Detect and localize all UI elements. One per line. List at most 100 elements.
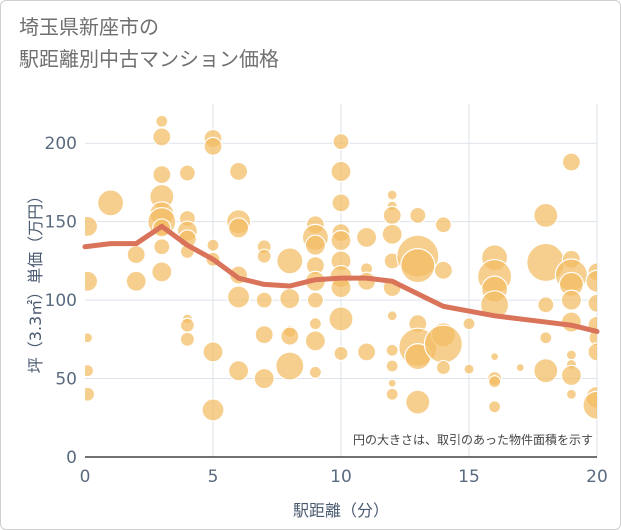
x-tick-label: 10 (330, 467, 352, 487)
bubble-point (561, 152, 582, 172)
bubble-point (256, 248, 272, 264)
bubble-point (153, 238, 171, 256)
y-tick-label: 100 (45, 291, 77, 311)
bubble-point (387, 378, 397, 388)
bubble-point (330, 160, 352, 183)
bubble-point (400, 247, 436, 284)
bubble-point (328, 306, 354, 332)
bubble-point (152, 165, 172, 185)
bubble-point (582, 390, 597, 420)
bubble-point (279, 287, 301, 310)
bubble-point (275, 351, 305, 381)
x-tick-label: 20 (586, 467, 608, 487)
bubble-point (537, 296, 555, 314)
bubble-point (179, 331, 195, 347)
y-axis-title: 坪（3.3㎡）単価（万円） (26, 188, 45, 373)
bubble-point (587, 293, 597, 313)
bubble-point (308, 365, 322, 379)
line-layer (82, 223, 600, 334)
bubble-point (203, 136, 223, 156)
bubble-point (151, 261, 173, 283)
bubble-point (381, 223, 403, 245)
x-tick-label: 0 (80, 467, 91, 487)
bubble-point (227, 285, 251, 309)
bubble-point (539, 331, 553, 345)
chart-title: 埼玉県新座市の 駅距離別中古マンション価格 (19, 15, 279, 71)
bubble-point (306, 291, 324, 309)
bubble-point (155, 114, 169, 128)
bubble-point (587, 342, 597, 362)
bubble-point (565, 349, 578, 361)
bubble-point (385, 359, 399, 373)
bubble-point (85, 215, 99, 237)
bubble-point (405, 389, 431, 415)
bubble-point (126, 245, 146, 265)
average-price-line (82, 223, 600, 334)
bubble-point (85, 386, 96, 402)
bubble-point (480, 290, 510, 320)
bubble-point (385, 387, 399, 401)
bubble-layer (85, 114, 597, 422)
bubble-point (423, 324, 463, 364)
x-axis-title: 駅距離（分） (293, 501, 389, 520)
bubble-point (201, 398, 225, 422)
bubble-point (333, 345, 349, 362)
bubble-point (255, 291, 273, 309)
tick-layer: 0 50 100 150 200 0 5 10 15 20 (45, 134, 608, 487)
y-tick-label: 200 (45, 134, 77, 154)
bubble-point (228, 217, 250, 239)
bubble-point (253, 367, 275, 390)
bubble-point (382, 205, 402, 225)
x-tick-label: 15 (458, 467, 480, 487)
bubble-point (488, 375, 502, 389)
bubble-point (435, 359, 451, 376)
bubble-point (585, 269, 597, 293)
bubble-point (179, 317, 195, 333)
bubble-point (385, 343, 399, 357)
bubble-point (356, 226, 378, 248)
y-tick-label: 150 (45, 213, 77, 233)
bubble-point (254, 325, 274, 345)
bubble-point (228, 360, 250, 382)
bubble-point (588, 329, 597, 347)
y-tick-label: 50 (55, 370, 77, 390)
bubble-point (490, 351, 500, 362)
bubble-point (357, 342, 377, 362)
bubble-point (560, 364, 583, 387)
bubble-point (488, 400, 502, 414)
bubble-point (85, 270, 99, 292)
bubble-point (85, 364, 95, 378)
bubble-point (96, 189, 125, 217)
bubble-point (125, 270, 147, 292)
bubble-point (386, 310, 398, 322)
bubble-point (515, 362, 525, 373)
bubble-point (386, 189, 398, 201)
bubble-point (409, 206, 427, 224)
bubble-point (565, 388, 578, 400)
bubble-point (152, 127, 172, 147)
bubble-point (178, 164, 196, 182)
bubble-point (85, 332, 94, 344)
y-tick-label: 0 (66, 448, 77, 468)
bubble-point (433, 260, 453, 280)
bubble-point (533, 358, 559, 384)
bubble-point (462, 317, 476, 331)
bubble-point (304, 234, 326, 256)
bubble-point (308, 317, 322, 331)
bubble-point (331, 193, 351, 213)
bubble-point (276, 247, 304, 275)
size-note: 円の大きさは、取引のあった物件面積を示す (353, 432, 593, 447)
bubble-point (206, 238, 220, 252)
bubble-point (304, 330, 326, 352)
bubble-point (463, 363, 475, 375)
x-tick-label: 5 (208, 467, 219, 487)
bubble-point (434, 216, 452, 234)
bubble-point (202, 341, 224, 363)
bubble-point (533, 202, 559, 228)
bubble-point (560, 289, 583, 311)
bubble-point (332, 133, 350, 151)
bubble-point (229, 161, 249, 182)
bubble-point (280, 326, 300, 346)
